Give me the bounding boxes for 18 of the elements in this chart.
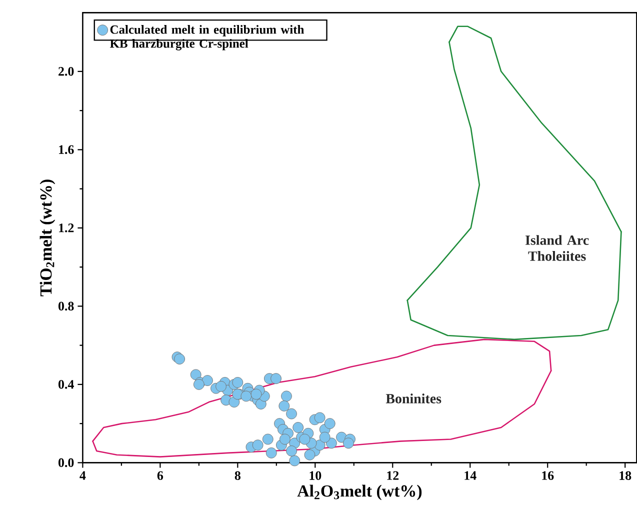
y-tick-label: 2.0 <box>58 67 74 76</box>
y-tick-label: 0.8 <box>58 302 74 311</box>
x-tick-label: 10 <box>310 471 322 480</box>
x-tick-label: 4 <box>80 471 86 480</box>
x-tick-label: 14 <box>464 471 476 480</box>
x-tick-label: 12 <box>387 471 399 480</box>
y-tick-label: 1.6 <box>59 145 74 154</box>
y-tick-label: 0.4 <box>58 380 74 389</box>
x-tick-label: 6 <box>157 471 164 480</box>
text: Island Arc Tholeiites <box>525 235 589 261</box>
text: Boninites <box>386 394 442 404</box>
x-axis-title: Al$_{2}$O$_{3}$melt (wt%) <box>297 484 422 500</box>
x-tick-label: 18 <box>620 471 632 480</box>
y-tick-label: 1.2 <box>59 224 74 232</box>
x-tick-label: 8 <box>234 471 240 480</box>
y-tick-label: 0.0 <box>58 458 74 468</box>
x-tick-label: 16 <box>542 471 554 480</box>
y-axis-title: TiO$_{2}$melt (wt%) <box>40 180 56 296</box>
